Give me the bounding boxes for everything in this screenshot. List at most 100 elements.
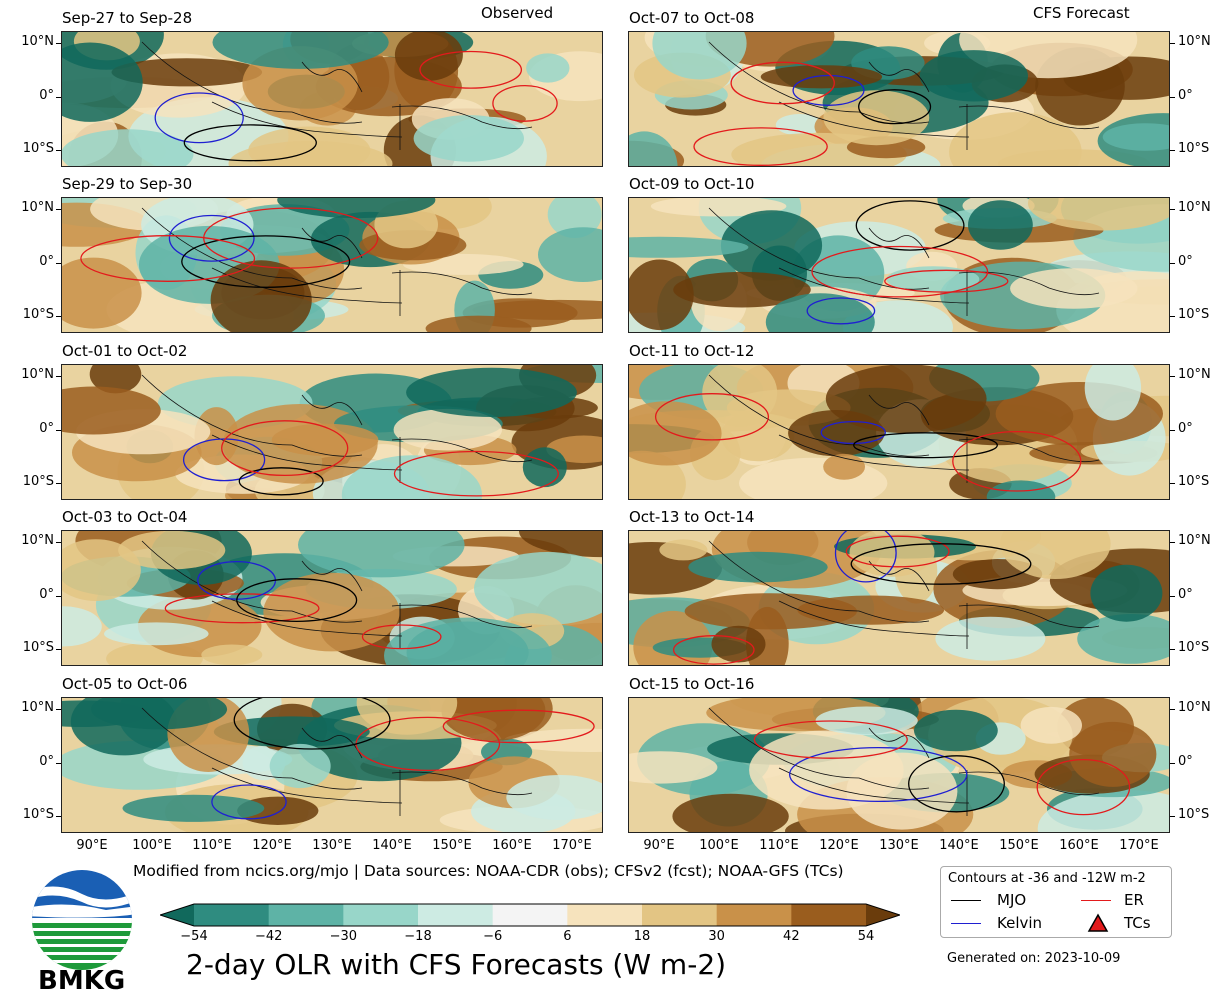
lat-tick-label: 0° [1178, 421, 1193, 436]
lon-tick-label: 160°E [1059, 838, 1099, 853]
lat-tick [56, 376, 61, 377]
lat-tick-label: 10°N [1178, 200, 1211, 215]
lat-tick [56, 816, 61, 817]
legend-label-er: ER [1124, 891, 1144, 909]
lat-tick [1170, 763, 1175, 764]
lat-tick-label: 10°S [22, 141, 54, 156]
lat-tick-label: 10°S [22, 640, 54, 655]
lat-tick [1170, 649, 1175, 650]
generated-date: Generated on: 2023-10-09 [947, 951, 1121, 966]
lon-tick-label: 90°E [76, 838, 108, 853]
colorbar-segment [418, 904, 494, 926]
olr-map-panel [628, 31, 1170, 167]
lat-tick-label: 10°N [21, 367, 54, 382]
lat-tick [1170, 709, 1175, 710]
panel-title: Oct-07 to Oct-08 [629, 9, 755, 27]
lon-tick-label: 110°E [192, 838, 232, 853]
lat-tick [56, 649, 61, 650]
lat-tick [56, 709, 61, 710]
lat-tick [56, 483, 61, 484]
lat-tick [56, 209, 61, 210]
colorbar-segment [268, 904, 344, 926]
lat-tick [56, 430, 61, 431]
colorbar-tick-label: −18 [404, 929, 432, 944]
lon-tick-label: 150°E [432, 838, 472, 853]
lat-tick [56, 43, 61, 44]
panel-title: Sep-27 to Sep-28 [62, 9, 193, 27]
olr-map-panel [628, 364, 1170, 500]
mjo-line-icon [951, 900, 981, 901]
lat-tick-label: 10°S [1178, 141, 1210, 156]
panel-title: Sep-29 to Sep-30 [62, 175, 193, 193]
panel-title: Oct-01 to Oct-02 [62, 342, 188, 360]
lon-tick-label: 140°E [939, 838, 979, 853]
colorbar-segment [791, 904, 867, 926]
colorbar-segment [194, 904, 270, 926]
lat-tick [1170, 542, 1175, 543]
colorbar-tick-label: 18 [633, 929, 651, 944]
olr-map-panel [61, 530, 603, 666]
lat-tick-label: 10°N [1178, 34, 1211, 49]
lat-tick [1170, 263, 1175, 264]
panel-title: Oct-13 to Oct-14 [629, 508, 755, 526]
lon-tick-label: 170°E [1119, 838, 1159, 853]
legend-label-mjo: MJO [997, 891, 1027, 909]
er-line-icon [1081, 900, 1111, 901]
colorbar-segment [642, 904, 718, 926]
lat-tick-label: 0° [39, 587, 54, 602]
colorbar-tick-label: −6 [483, 929, 503, 944]
lon-tick-label: 100°E [132, 838, 172, 853]
panel-title: Oct-15 to Oct-16 [629, 675, 755, 693]
lat-tick-label: 0° [1178, 754, 1193, 769]
panel-title: Oct-11 to Oct-12 [629, 342, 755, 360]
lat-tick-label: 10°N [21, 34, 54, 49]
lat-tick [56, 596, 61, 597]
bmkg-logo [26, 870, 138, 970]
colorbar-segment [567, 904, 643, 926]
colorbar-tick-label: 54 [857, 929, 875, 944]
tc-triangle-icon [1087, 913, 1109, 932]
lon-tick-label: 150°E [999, 838, 1039, 853]
lat-tick [56, 542, 61, 543]
colorbar [158, 902, 902, 928]
lon-tick-label: 100°E [699, 838, 739, 853]
olr-map-panel [61, 364, 603, 500]
olr-map-panel [61, 31, 603, 167]
lat-tick-label: 0° [39, 754, 54, 769]
lon-tick-label: 140°E [372, 838, 412, 853]
colorbar-tick-label: 42 [783, 929, 800, 944]
colorbar-extend-min [160, 904, 194, 926]
colorbar-tick-label: 30 [708, 929, 725, 944]
lat-tick [1170, 209, 1175, 210]
colorbar-tick-label: −54 [180, 929, 208, 944]
lat-tick [1170, 816, 1175, 817]
lon-tick-label: 120°E [819, 838, 859, 853]
lat-tick-label: 10°S [22, 307, 54, 322]
lon-tick-label: 110°E [759, 838, 799, 853]
lat-tick-label: 0° [1178, 88, 1193, 103]
lat-tick-label: 0° [1178, 587, 1193, 602]
olr-map-panel [61, 697, 603, 833]
lat-tick [56, 150, 61, 151]
lat-tick-label: 10°N [1178, 700, 1211, 715]
lat-tick-label: 10°S [1178, 307, 1210, 322]
data-credit: Modified from ncics.org/mjo | Data sourc… [133, 862, 844, 880]
lat-tick-label: 10°S [22, 474, 54, 489]
lat-tick [56, 97, 61, 98]
lat-tick-label: 0° [39, 88, 54, 103]
olr-map-panel [61, 197, 603, 333]
lat-tick [1170, 483, 1175, 484]
colorbar-segment [492, 904, 568, 926]
logo-text: BMKG [38, 966, 126, 996]
lat-tick-label: 10°S [22, 807, 54, 822]
lat-tick-label: 10°N [21, 700, 54, 715]
lon-tick-label: 90°E [643, 838, 675, 853]
colorbar-segment [343, 904, 419, 926]
lon-tick-label: 130°E [879, 838, 919, 853]
colorbar-extend-max [866, 904, 900, 926]
lat-tick-label: 0° [39, 421, 54, 436]
colorbar-tick-label: −42 [254, 929, 283, 944]
colorbar-tick-label: 6 [563, 929, 572, 944]
legend: Contours at -36 and -12W m-2 MJO ER Kelv… [940, 866, 1172, 938]
lat-tick-label: 10°N [21, 200, 54, 215]
